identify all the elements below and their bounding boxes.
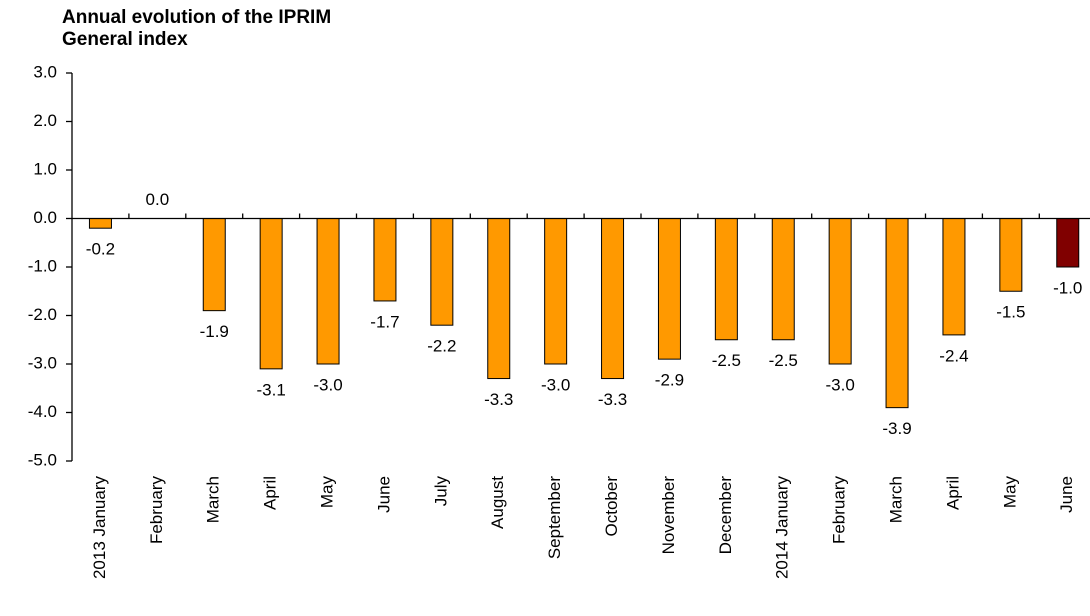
value-label: -3.3 [484, 390, 513, 409]
bar [771, 218, 795, 341]
value-label: -1.9 [200, 322, 229, 341]
y-tick-label: -1.0 [28, 256, 57, 275]
bar [259, 218, 283, 370]
x-tick-label: May [1000, 476, 1019, 509]
bar [885, 218, 909, 409]
x-tick-label: August [488, 476, 507, 529]
y-tick-label: 1.0 [33, 159, 57, 178]
x-tick-label: 2014 January [773, 476, 792, 580]
x-tick-label: February [147, 476, 166, 545]
value-label: -3.0 [826, 375, 855, 394]
x-tick-label: June [374, 476, 393, 513]
y-tick-label: -2.0 [28, 305, 57, 324]
value-label: -3.0 [541, 375, 570, 394]
bar [999, 218, 1023, 292]
x-tick-label: March [887, 476, 906, 523]
y-tick-label: 0.0 [33, 208, 57, 227]
bar [714, 218, 738, 341]
value-label: -2.2 [427, 337, 456, 356]
x-tick-label: March [204, 476, 223, 523]
value-label: -1.7 [370, 312, 399, 331]
value-label: -2.9 [655, 371, 684, 390]
x-tick-label: October [602, 476, 621, 537]
x-tick-label: November [659, 476, 678, 555]
x-tick-label: December [716, 476, 735, 555]
bar [828, 218, 852, 365]
value-label: -2.5 [769, 351, 798, 370]
value-label: -1.0 [1053, 278, 1082, 297]
value-label: 0.0 [146, 190, 170, 209]
value-label: -3.3 [598, 390, 627, 409]
y-tick-label: 3.0 [33, 62, 57, 81]
x-tick-label: July [431, 476, 450, 507]
value-label: -3.0 [313, 375, 342, 394]
bar [88, 218, 112, 229]
bar [544, 218, 568, 365]
y-tick-label: -3.0 [28, 353, 57, 372]
bar [430, 218, 454, 326]
x-tick-label: February [830, 476, 849, 545]
bar [1056, 218, 1080, 268]
chart-title: Annual evolution of the IPRIM [62, 7, 331, 28]
x-tick-label: June [1057, 476, 1076, 513]
bar [487, 218, 511, 380]
y-tick-label: 2.0 [33, 111, 57, 130]
x-tick-label: April [943, 476, 962, 510]
y-tick-label: -4.0 [28, 402, 57, 421]
bar [202, 218, 226, 312]
x-tick-label: May [318, 476, 337, 509]
x-tick-label: April [261, 476, 280, 510]
x-tick-label: September [545, 476, 564, 559]
bar [942, 218, 966, 336]
value-label: -3.9 [882, 419, 911, 438]
chart-title: General index [62, 29, 188, 50]
value-label: -2.5 [712, 351, 741, 370]
bar [373, 218, 397, 302]
value-label: -0.2 [86, 240, 115, 259]
value-label: -2.4 [939, 346, 968, 365]
y-tick-label: -5.0 [28, 450, 57, 469]
bar [316, 218, 340, 365]
value-label: -1.5 [996, 303, 1025, 322]
bar [601, 218, 625, 380]
x-tick-label: 2013 January [90, 476, 109, 580]
value-label: -3.1 [257, 380, 286, 399]
bar [657, 218, 681, 360]
